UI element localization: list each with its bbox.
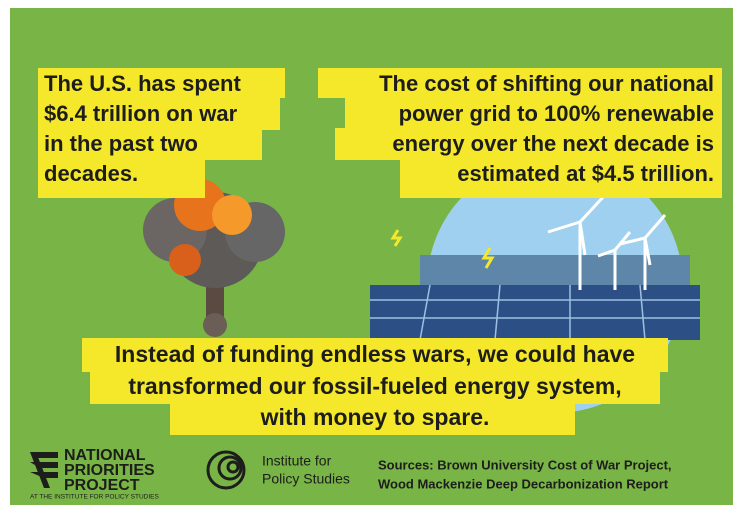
bubble-line: energy over the next decade is <box>392 131 714 156</box>
fire <box>169 244 201 276</box>
logo-text: Institute for <box>262 453 332 469</box>
smoke-base <box>203 313 227 337</box>
bubble-line: transformed our fossil-fueled energy sys… <box>128 373 621 399</box>
bubble-line: decades. <box>44 161 138 186</box>
logo-text: Policy Studies <box>262 471 350 487</box>
bubble-line: $6.4 trillion on war <box>44 101 238 126</box>
infographic: The U.S. has spent $6.4 trillion on war … <box>0 0 743 514</box>
bubble-line: in the past two <box>44 131 198 156</box>
bubble-line: The cost of shifting our national <box>379 71 714 96</box>
bubble-line: power grid to 100% renewable <box>399 101 714 126</box>
bubble-line: Instead of funding endless wars, we coul… <box>115 341 635 367</box>
logo-tagline: AT THE INSTITUTE FOR POLICY STUDIES <box>30 494 159 501</box>
logo-text: PROJECT <box>64 477 140 494</box>
source-line: Wood Mackenzie Deep Decarbonization Repo… <box>378 476 669 491</box>
bubble-line: The U.S. has spent <box>44 71 241 96</box>
page: The U.S. has spent $6.4 trillion on war … <box>0 0 743 514</box>
bubble-line: estimated at $4.5 trillion. <box>457 161 714 186</box>
fire <box>212 195 252 235</box>
bubble-line: with money to spare. <box>260 404 490 430</box>
solar-panels <box>370 285 700 340</box>
source-line: Sources: Brown University Cost of War Pr… <box>378 457 672 472</box>
